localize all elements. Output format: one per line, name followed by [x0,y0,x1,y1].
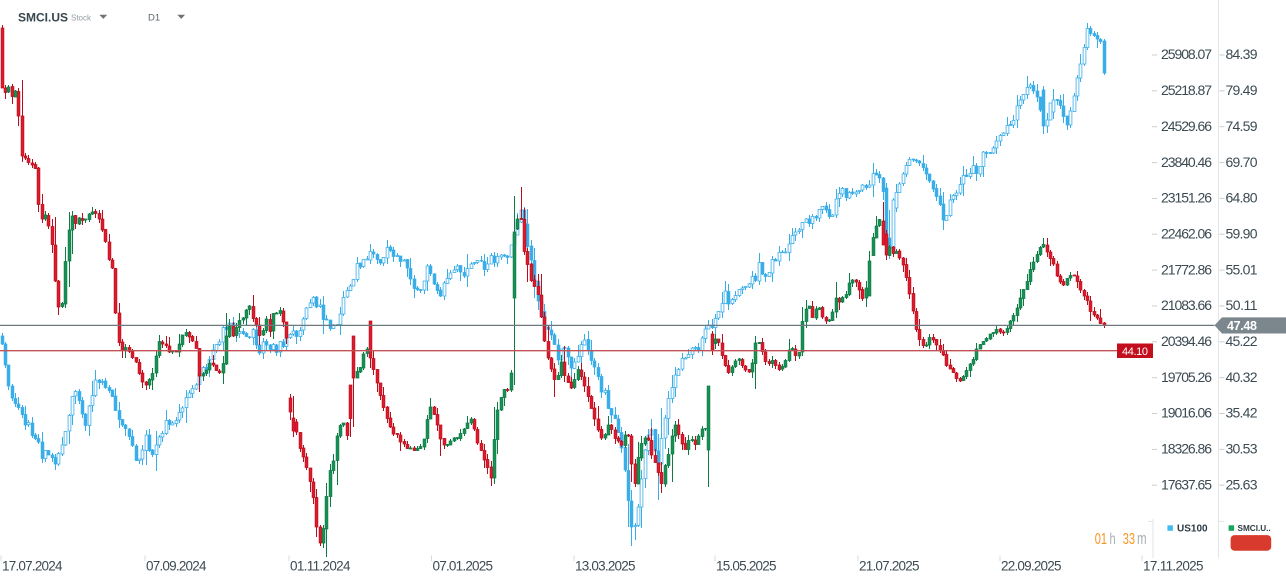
svg-text:23840.46: 23840.46 [1161,154,1212,170]
svg-text:23151.26: 23151.26 [1161,190,1212,206]
svg-text:US100: US100 [1177,524,1208,535]
svg-text:30.53: 30.53 [1226,441,1258,457]
svg-text:21083.66: 21083.66 [1161,297,1212,313]
svg-text:h: h [1110,530,1116,547]
svg-text:84.39: 84.39 [1226,46,1258,62]
svg-text:79.49: 79.49 [1226,82,1258,98]
svg-text:69.70: 69.70 [1226,154,1258,170]
svg-text:55.01: 55.01 [1226,261,1258,277]
svg-text:m: m [1137,529,1147,548]
svg-text:20394.46: 20394.46 [1161,333,1212,349]
svg-text:25908.07: 25908.07 [1161,46,1212,62]
svg-text:07.01.2025: 07.01.2025 [433,559,494,574]
svg-text:17.11.2025: 17.11.2025 [1143,559,1204,574]
svg-text:SMCI.U..: SMCI.U.. [1238,524,1271,533]
svg-text:Stock: Stock [71,14,92,23]
svg-text:50.11: 50.11 [1226,297,1258,313]
svg-text:47.48: 47.48 [1227,319,1257,333]
svg-text:25.63: 25.63 [1226,476,1258,492]
svg-text:07.09.2024: 07.09.2024 [146,559,207,574]
svg-text:19016.06: 19016.06 [1161,405,1212,421]
svg-text:22462.06: 22462.06 [1161,225,1212,241]
svg-text:SMCI.US: SMCI.US [18,10,68,24]
svg-text:33: 33 [1123,530,1135,547]
svg-text:17637.65: 17637.65 [1161,476,1212,492]
svg-text:17.07.2024: 17.07.2024 [2,559,63,574]
svg-text:25218.87: 25218.87 [1161,82,1212,98]
svg-text:18326.86: 18326.86 [1161,441,1212,457]
svg-text:45.22: 45.22 [1226,333,1258,349]
svg-text:21.07.2025: 21.07.2025 [859,559,920,574]
svg-text:44.10: 44.10 [1122,346,1148,358]
svg-text:24529.66: 24529.66 [1161,118,1212,134]
svg-text:D1: D1 [148,13,160,24]
svg-text:19705.26: 19705.26 [1161,369,1212,385]
svg-text:40.32: 40.32 [1226,369,1258,385]
svg-text:59.90: 59.90 [1226,225,1258,241]
svg-text:15.05.2025: 15.05.2025 [716,559,777,574]
svg-text:01: 01 [1095,530,1107,547]
svg-text:64.80: 64.80 [1226,190,1258,206]
svg-text:13.03.2025: 13.03.2025 [575,559,636,574]
svg-text:22.09.2025: 22.09.2025 [1001,559,1062,574]
svg-text:21772.86: 21772.86 [1161,261,1212,277]
svg-text:35.42: 35.42 [1226,405,1258,421]
svg-text:74.59: 74.59 [1226,118,1258,134]
svg-text:01.11.2024: 01.11.2024 [290,559,351,574]
